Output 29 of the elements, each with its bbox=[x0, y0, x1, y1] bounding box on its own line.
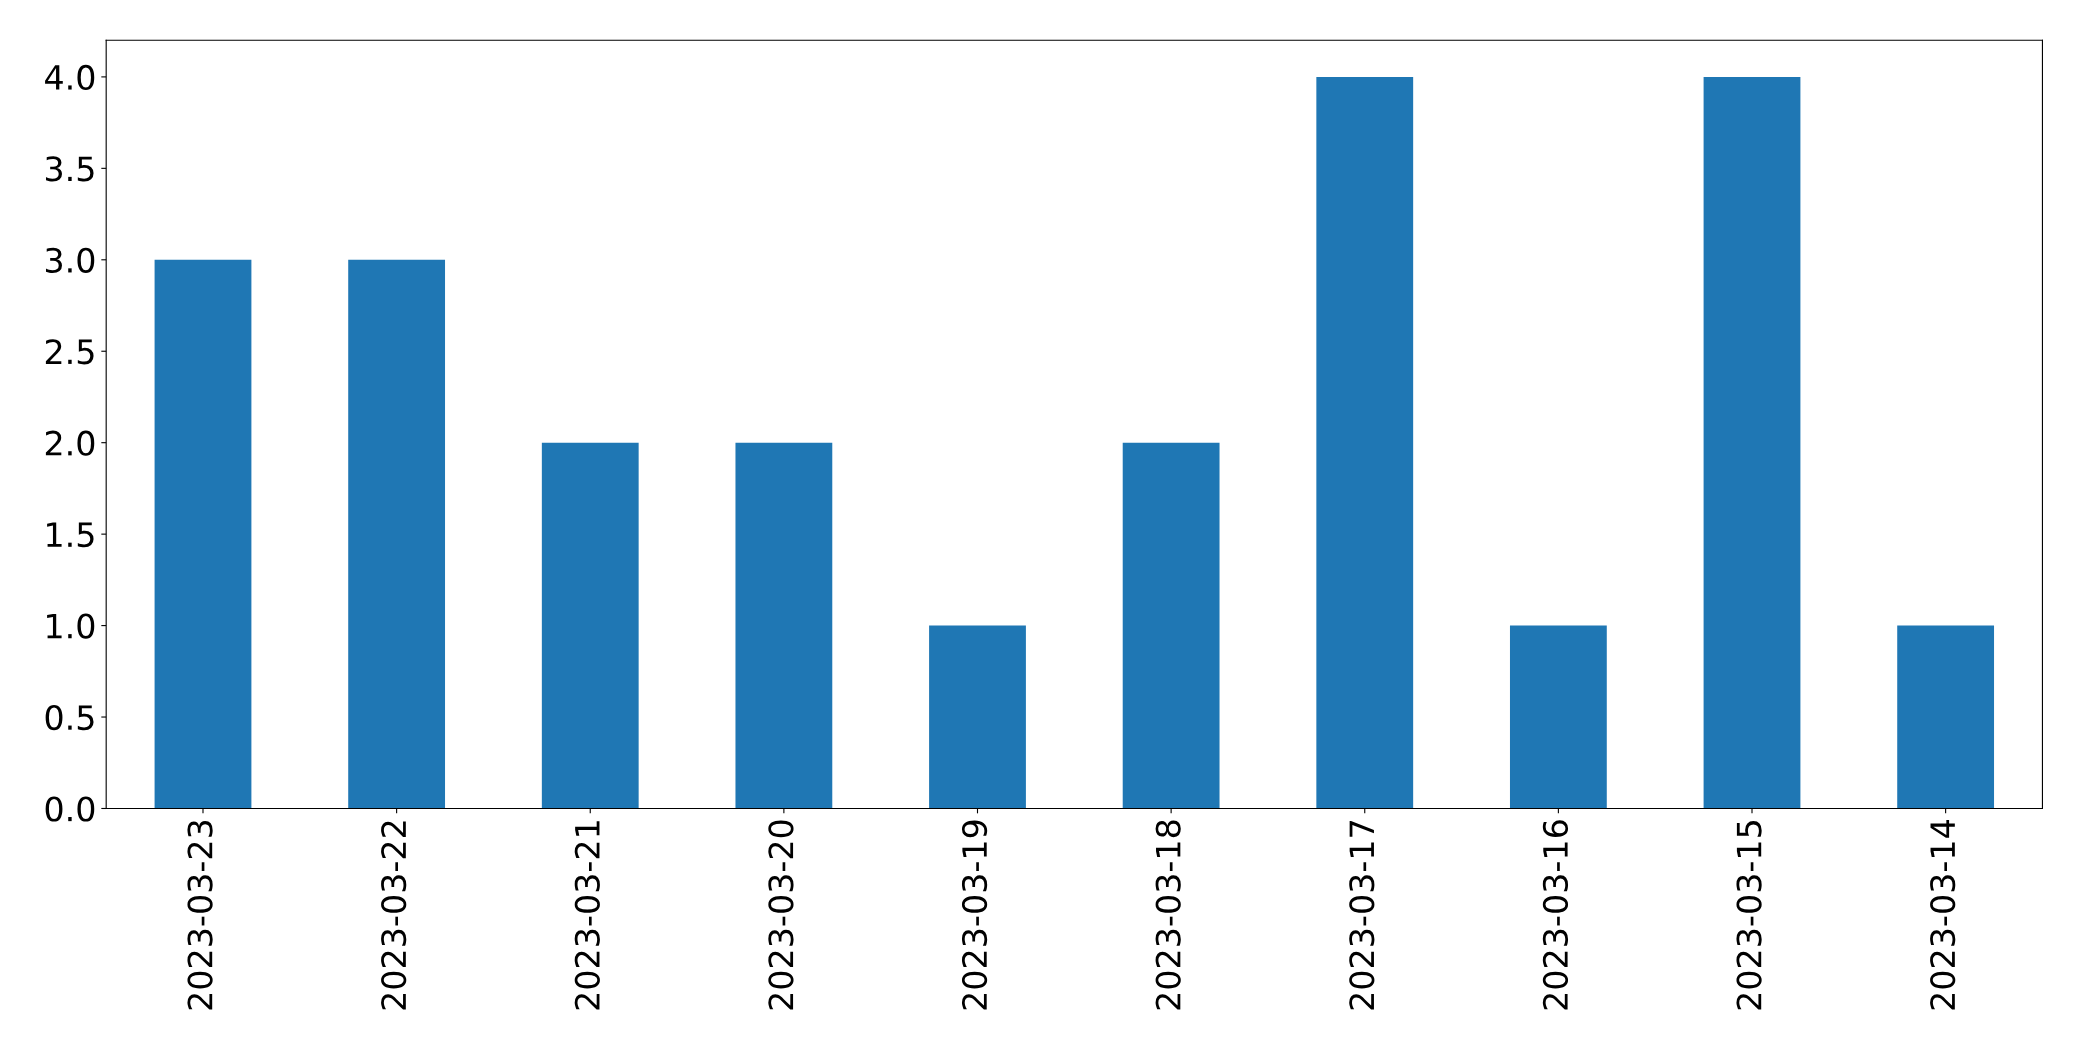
bar bbox=[929, 625, 1026, 809]
bar bbox=[735, 442, 833, 809]
y-tick-label: 0.5 bbox=[45, 704, 94, 731]
bar bbox=[541, 442, 639, 809]
y-tick-label: 3.5 bbox=[45, 156, 94, 182]
x-tick-label: 2023-03-16 bbox=[1542, 820, 1569, 1010]
bar bbox=[1897, 625, 1995, 809]
y-tick-label: 2.0 bbox=[45, 430, 95, 456]
x-tick-label: 2023-03-14 bbox=[1930, 820, 1956, 1010]
x-tick-label: 2023-03-22 bbox=[381, 821, 407, 1010]
x-tick-label: 2023-03-21 bbox=[574, 821, 600, 1010]
y-tick-label: 0.0 bbox=[45, 796, 95, 822]
bar bbox=[348, 259, 446, 809]
y-tick-label: 1.5 bbox=[47, 522, 94, 548]
bar bbox=[1509, 625, 1607, 809]
x-tick-label: 2023-03-18 bbox=[1155, 820, 1181, 1010]
y-tick-label: 2.5 bbox=[45, 339, 94, 365]
bar bbox=[1703, 76, 1801, 809]
x-tick-label: 2023-03-19 bbox=[961, 820, 988, 1010]
bar bbox=[1122, 442, 1220, 809]
y-tick-label: 4.0 bbox=[45, 64, 95, 91]
bar bbox=[154, 259, 252, 809]
x-tick-label: 2023-03-15 bbox=[1736, 821, 1762, 1010]
x-tick-label: 2023-03-17 bbox=[1349, 821, 1375, 1010]
y-tick-label: 1.0 bbox=[47, 613, 95, 639]
y-tick-label: 3.0 bbox=[45, 247, 95, 273]
bar bbox=[1316, 76, 1414, 809]
x-tick-label: 2023-03-20 bbox=[768, 820, 794, 1010]
x-tick-label: 2023-03-23 bbox=[187, 820, 213, 1010]
